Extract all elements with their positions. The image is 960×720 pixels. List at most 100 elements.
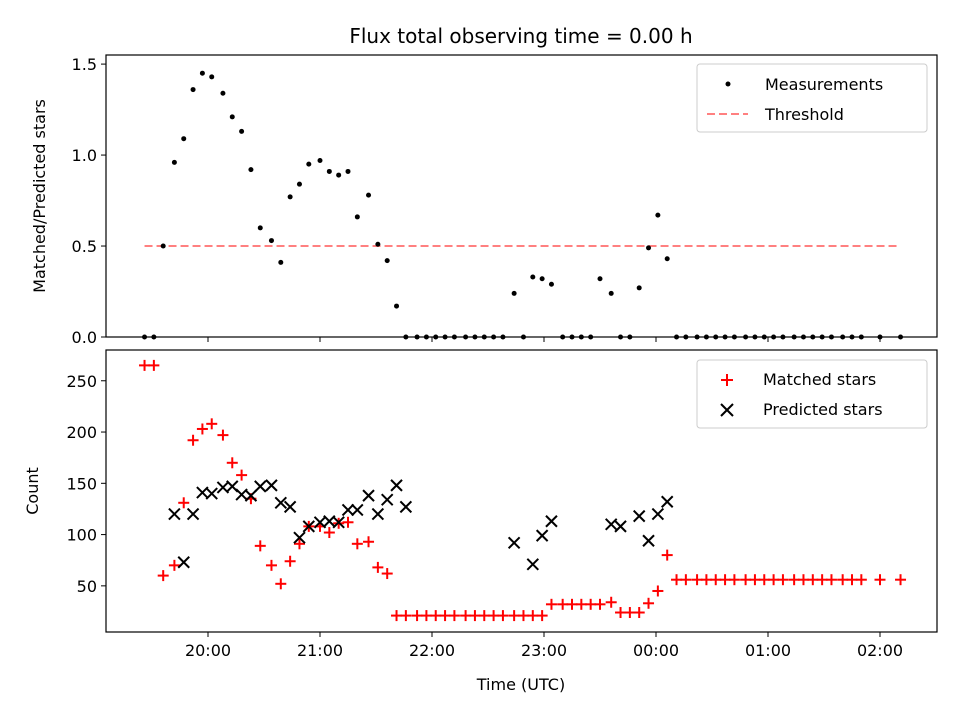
y-tick-label: 0.5: [72, 237, 97, 256]
matched-star-point: [439, 610, 451, 622]
matched-star-point: [460, 610, 472, 622]
matched-star-point: [430, 610, 442, 622]
y-tick-label: 1.0: [72, 146, 97, 165]
matched-star-point: [545, 598, 557, 610]
matched-star-point: [807, 574, 819, 586]
measurement-point: [530, 274, 536, 280]
measurement-point: [655, 212, 661, 218]
measurement-point: [317, 158, 323, 164]
matched-star-point: [719, 574, 731, 586]
predicted-star-point: [274, 496, 288, 509]
measurement-point: [548, 281, 554, 287]
matched-star-point: [825, 574, 837, 586]
measurement-point: [597, 276, 603, 282]
predicted-star-point: [390, 479, 403, 492]
y-tick-label: 0.0: [72, 328, 97, 347]
matched-star-point: [566, 598, 578, 610]
y-tick-label: 150: [66, 474, 97, 493]
measurement-point: [268, 238, 274, 244]
bottom-y-ticks: 50 100 150 200 250: [66, 372, 106, 596]
matched-star-point: [342, 516, 354, 528]
predicted-star-point: [265, 479, 278, 492]
measurement-point: [345, 168, 351, 174]
bottom-y-axis-label: Count: [23, 467, 42, 515]
y-tick-label: 1.5: [72, 55, 97, 74]
predicted-star-point: [362, 489, 375, 502]
y-tick-label: 100: [66, 526, 97, 545]
matched-star-point: [206, 418, 218, 430]
matched-star-point: [351, 538, 363, 550]
legend-predicted-label: Predicted stars: [763, 400, 883, 419]
matched-star-point: [469, 610, 481, 622]
matched-star-point: [411, 610, 423, 622]
measurement-point: [384, 258, 390, 264]
legend-threshold-label: Threshold: [764, 105, 844, 124]
matched-star-point: [816, 574, 828, 586]
measurement-point: [539, 276, 545, 282]
bottom-axes-frame: [105, 349, 938, 633]
matched-star-point: [652, 585, 664, 597]
x-tick-label: 00:00: [633, 641, 679, 660]
predicted-star-point: [604, 518, 618, 531]
measurement-point: [394, 303, 400, 309]
measurement-point: [646, 245, 652, 251]
predicted-star-point: [380, 493, 394, 506]
legend-measurements-marker: [725, 81, 731, 87]
matched-star-point: [178, 497, 190, 509]
predicted-star-point: [168, 507, 181, 521]
matched-star-point: [710, 574, 722, 586]
measurement-point: [257, 225, 263, 231]
measurement-point: [160, 243, 166, 249]
predicted-star-point: [507, 536, 521, 549]
matched-star-point: [400, 610, 412, 622]
legend-matched-label: Matched stars: [763, 370, 876, 389]
measurement-point: [306, 161, 312, 167]
measurement-point: [375, 241, 381, 247]
matched-star-point: [680, 574, 692, 586]
matched-star-point: [846, 574, 858, 586]
matched-star-point: [236, 469, 248, 481]
top-panel: 0.0 0.5 1.0 1.5 Matched/Predicted stars Mea…: [30, 54, 938, 347]
matched-star-point: [855, 574, 867, 586]
matched-star-point: [284, 555, 296, 567]
x-tick-label: 02:00: [857, 641, 903, 660]
predicted-star-point: [244, 489, 258, 502]
bottom-legend: Matched stars Predicted stars: [696, 359, 928, 429]
matched-star-point: [517, 610, 529, 622]
measurement-point: [287, 194, 293, 200]
predicted-star-point: [283, 500, 297, 514]
measurement-point: [278, 259, 284, 265]
matched-star-point: [508, 610, 520, 622]
measurement-point: [220, 90, 226, 96]
legend-matched-marker: [721, 374, 733, 386]
x-tick-label: 20:00: [185, 641, 231, 660]
predicted-star-point: [341, 503, 355, 517]
matched-star-point: [575, 598, 587, 610]
measurement-point: [326, 168, 332, 174]
count-series: [139, 359, 907, 622]
y-tick-label: 200: [66, 423, 97, 442]
y-tick-label: 250: [66, 372, 97, 391]
matched-star-point: [363, 536, 375, 548]
matched-star-point: [254, 540, 266, 552]
matched-star-point: [157, 570, 169, 582]
predicted-star-point: [660, 495, 674, 508]
predicted-star-point: [186, 507, 200, 521]
matched-star-point: [758, 574, 770, 586]
chart-title: Flux total observing time = 0.00 h: [349, 24, 692, 48]
predicted-star-point: [545, 515, 558, 528]
matched-star-point: [420, 610, 432, 622]
x-tick-label: 21:00: [297, 641, 343, 660]
matched-star-point: [895, 574, 907, 586]
predicted-star-point: [332, 516, 345, 529]
top-x-ticks: [207, 337, 881, 342]
matched-star-point: [196, 423, 208, 435]
measurement-point: [664, 256, 670, 262]
matched-star-point: [605, 596, 617, 608]
matched-star-point: [797, 574, 809, 586]
matched-star-point: [265, 559, 277, 571]
bottom-x-ticks: 20:00 21:00 22:00 23:00 00:00 01:00 02:00: [185, 632, 903, 660]
matched-star-point: [585, 598, 597, 610]
predicted-star-point: [293, 531, 306, 544]
measurement-point: [248, 167, 254, 173]
